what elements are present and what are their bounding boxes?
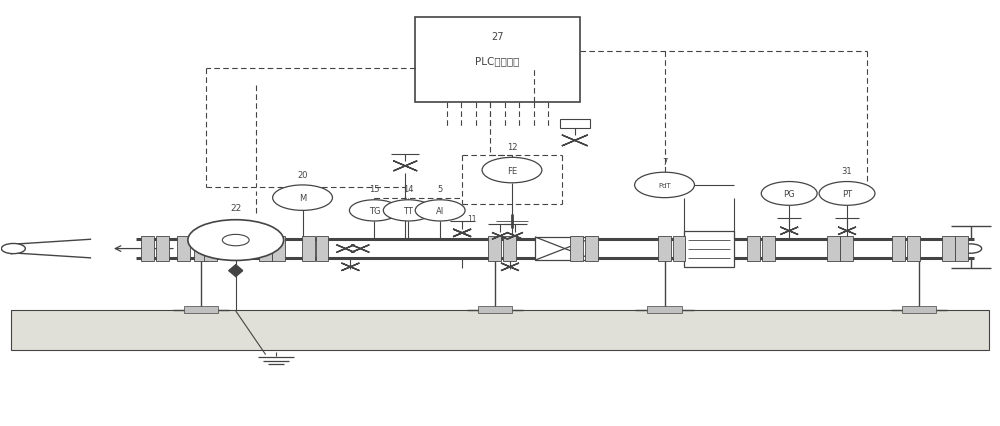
Polygon shape [838,227,856,235]
Circle shape [273,185,332,211]
Polygon shape [453,230,471,237]
Text: 7: 7 [662,158,667,167]
Text: 5: 5 [438,185,443,194]
Bar [204,236,217,262]
Text: FE: FE [507,166,517,175]
Bar [184,306,218,314]
Polygon shape [229,271,243,277]
Bar [503,236,516,262]
Circle shape [482,158,542,183]
Text: PG: PG [783,190,795,199]
Bar [955,236,968,262]
Circle shape [415,200,465,222]
Circle shape [188,220,284,261]
Text: M: M [299,194,306,203]
Polygon shape [562,135,588,147]
Bar [478,306,512,314]
Polygon shape [507,233,523,240]
Circle shape [761,182,817,206]
Bar [673,236,685,262]
Polygon shape [393,161,417,172]
Bar [194,236,207,262]
Bar [272,236,285,262]
Circle shape [349,200,399,222]
Text: PLC控制系统: PLC控制系统 [475,56,520,66]
Polygon shape [780,227,798,235]
Circle shape [1,244,25,254]
Text: TG: TG [369,206,380,216]
Bar [902,306,936,314]
Bar [907,236,920,262]
Polygon shape [453,230,471,237]
Polygon shape [492,233,508,240]
Bar [415,18,580,103]
Bar [560,120,590,128]
Circle shape [635,173,694,198]
Polygon shape [453,230,471,237]
Text: PdT: PdT [658,182,671,188]
Text: 20: 20 [297,170,308,179]
Text: TT: TT [403,206,413,216]
Circle shape [960,245,982,253]
Bar [762,236,775,262]
Polygon shape [229,265,243,271]
Polygon shape [501,263,519,271]
Text: 27: 27 [491,32,504,42]
Polygon shape [341,263,359,271]
Bar [488,236,501,262]
Polygon shape [562,135,588,147]
Bar [302,236,315,262]
Text: AI: AI [436,206,444,216]
Bar [316,236,328,262]
Bar [892,236,905,262]
Polygon shape [393,161,417,172]
Bar [684,231,734,267]
Polygon shape [507,233,523,240]
Bar [647,306,682,314]
Polygon shape [453,230,471,237]
Text: 22: 22 [230,204,241,213]
Polygon shape [341,263,359,271]
Circle shape [819,182,875,206]
Bar [141,236,154,262]
Polygon shape [336,245,354,253]
Bar [177,236,190,262]
Circle shape [222,235,249,246]
Bar [570,236,583,262]
Text: 15: 15 [369,185,380,194]
Bar [156,236,169,262]
Bar [11,311,989,351]
Bar [535,237,595,261]
Polygon shape [501,263,519,271]
Polygon shape [780,227,798,235]
Polygon shape [492,233,508,240]
Bar [827,236,840,262]
Text: 14: 14 [403,185,414,194]
Text: PT: PT [842,190,852,199]
Text: 31: 31 [842,167,852,176]
Bar [747,236,760,262]
Polygon shape [838,227,856,235]
Bar [840,236,853,262]
Polygon shape [336,245,354,253]
Polygon shape [351,245,369,253]
Bar [259,236,272,262]
Bar [942,236,955,262]
Text: 11: 11 [467,215,477,224]
Polygon shape [351,245,369,253]
Bar [658,236,671,262]
Circle shape [383,200,433,222]
Text: 12: 12 [507,143,517,152]
Bar [585,236,598,262]
